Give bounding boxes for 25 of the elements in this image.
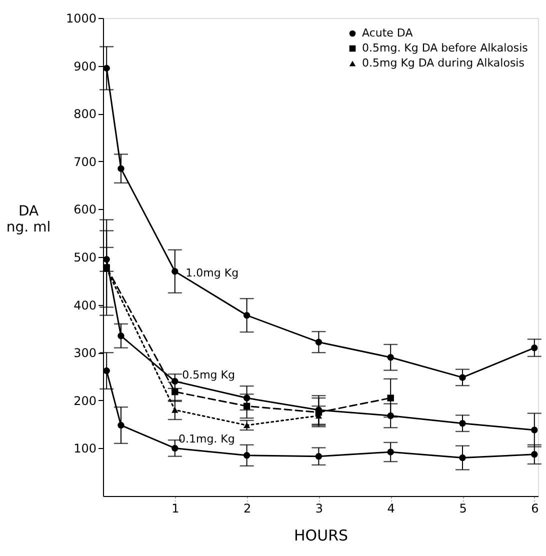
x-tick-label: 3 (315, 502, 324, 516)
y-tick-label: 400 (74, 298, 96, 312)
x-axis-title: HOURS (294, 526, 348, 544)
y-axis-title: DA ng. ml (6, 204, 51, 236)
x-tick-label: 1 (172, 502, 180, 516)
y-tick-label: 200 (74, 394, 96, 408)
y-tick-label: 300 (74, 346, 96, 360)
y-tick-label: 900 (74, 59, 96, 74)
annotation: 1.0mg Kg (186, 266, 239, 280)
annotation: 0.1mg. Kg (178, 432, 235, 446)
legend-label: 0.5mg Kg DA during Alkalosis (362, 56, 525, 70)
x-tick-label: 4 (387, 502, 395, 516)
legend-label: Acute DA (362, 26, 414, 40)
x-tick-label: 2 (243, 502, 252, 516)
x-tick-label: 6 (531, 502, 539, 516)
y-tick-label: 1000 (66, 12, 96, 26)
legend-label: 0.5mg. Kg DA before Alkalosis (362, 42, 528, 54)
point (387, 394, 394, 402)
y-tick-label: 100 (74, 442, 96, 456)
y-tick-label: 500 (74, 250, 96, 264)
y-tick-label: 800 (74, 107, 96, 122)
y-tick-label: 700 (74, 154, 96, 169)
annotation: 0.5mg Kg (182, 368, 235, 382)
x-tick-label: 5 (459, 502, 467, 516)
y-tick-label: 600 (74, 202, 96, 217)
